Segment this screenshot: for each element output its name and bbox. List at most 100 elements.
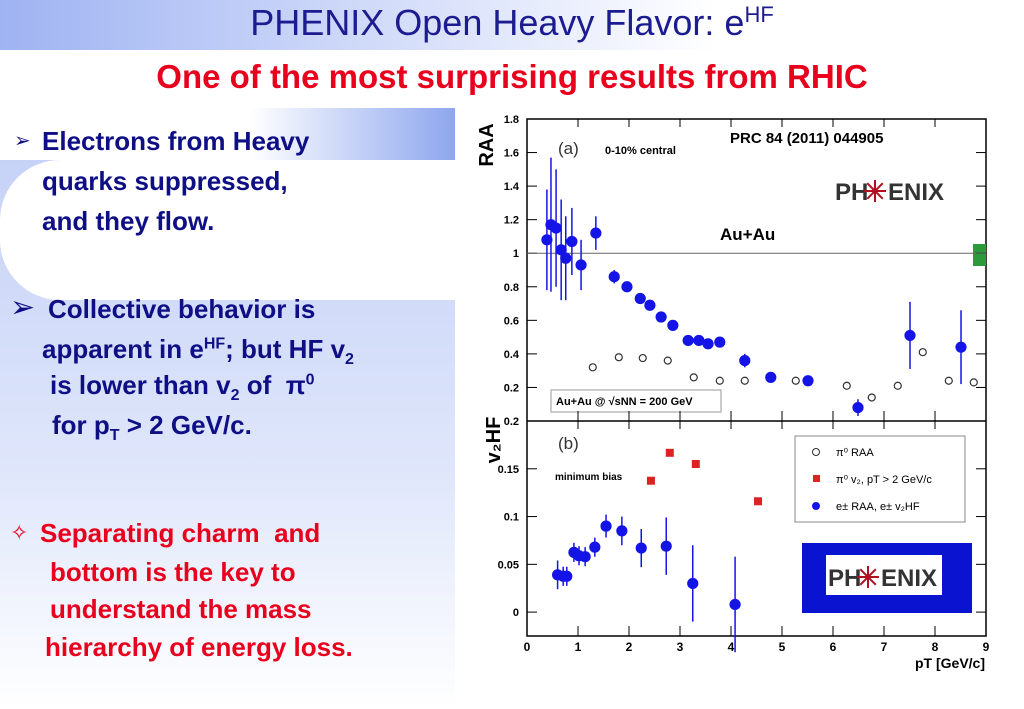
subscript: 2: [230, 387, 240, 405]
logo-star: [859, 576, 869, 586]
panel-highlight: [0, 160, 455, 300]
point: [893, 381, 902, 390]
logo-star: [867, 576, 877, 586]
text: Electrons from Heavy: [42, 126, 310, 156]
panel-label: (a): [558, 139, 579, 158]
bullet-line: is lower than v2 of π0: [50, 370, 315, 405]
point: [635, 542, 647, 554]
bullet-line: bottom is the key to: [50, 557, 296, 588]
legend-label: π⁰ RAA: [836, 447, 874, 459]
logo-star: [866, 190, 876, 200]
point: [560, 252, 572, 264]
bullet-line: hierarchy of energy loss.: [45, 632, 353, 663]
y-tick-label: 0.05: [498, 559, 519, 571]
subscript: T: [109, 427, 120, 445]
point: [590, 227, 602, 239]
x-tick-label: 3: [677, 640, 684, 654]
x-tick-label: 0: [524, 640, 531, 654]
logo-star: [874, 190, 884, 200]
point: [955, 341, 967, 353]
point: [644, 299, 656, 311]
plot-frame: [526, 118, 987, 637]
text: hierarchy of energy loss.: [45, 632, 353, 662]
point: [646, 476, 655, 485]
legend-box: [794, 435, 966, 523]
point: [729, 598, 741, 611]
point: [802, 375, 814, 387]
y-axis-title: RAA: [476, 123, 498, 166]
logo-star: [859, 568, 869, 578]
point: [561, 570, 573, 582]
point: [702, 338, 714, 350]
y-tick-label: 0.8: [504, 282, 519, 294]
annotation: Au+Au: [720, 225, 775, 244]
point: [579, 551, 591, 563]
text: and they flow.: [42, 206, 215, 236]
logo-inner: [826, 555, 942, 595]
annotation: PRC 84 (2011) 044905: [730, 130, 883, 147]
y-tick-label: 1.2: [504, 215, 519, 227]
point: [791, 376, 800, 385]
point: [918, 348, 927, 357]
point: [765, 371, 777, 383]
point: [842, 381, 851, 390]
logo-star: [866, 182, 876, 192]
point: [541, 234, 553, 246]
y-tick-label: 1.4: [504, 181, 520, 193]
x-tick-label: 9: [983, 640, 990, 654]
text: apparent in e: [42, 334, 204, 364]
y-tick-label: 1: [513, 248, 519, 260]
point: [588, 363, 597, 372]
point: [714, 336, 726, 348]
logo-star: [874, 182, 884, 192]
x-tick-label: 5: [779, 640, 786, 654]
text: for p: [52, 410, 110, 440]
logo-star: [867, 568, 877, 578]
text: bottom is the key to: [50, 557, 296, 587]
text: ; but HF v: [225, 334, 346, 364]
point: [665, 448, 674, 457]
norm-box: [973, 244, 986, 266]
point: [867, 393, 876, 402]
y-tick-label: 0.4: [504, 349, 520, 361]
point: [944, 376, 953, 385]
point: [600, 520, 612, 532]
logo-text: PH: [835, 179, 868, 206]
y-tick-label: 0: [513, 607, 519, 619]
point: [566, 235, 578, 248]
title-text: PHENIX Open Heavy Flavor: e: [250, 2, 745, 43]
y-tick-label: 0.1: [504, 512, 519, 524]
text: quarks suppressed,: [42, 166, 288, 196]
point: [575, 259, 587, 271]
annotation: Au+Au @ √sNN = 200 GeV: [556, 396, 693, 408]
bullet-line: and they flow.: [42, 206, 214, 237]
text: of π: [239, 370, 306, 400]
point: [693, 334, 705, 347]
point: [687, 577, 699, 590]
point: [739, 355, 751, 367]
bullet-line: quarks suppressed,: [42, 166, 288, 197]
logo-text: ENIX: [888, 179, 944, 206]
legend-label: e± RAA, e± v₂HF: [836, 501, 920, 513]
point: [689, 373, 698, 382]
point: [621, 281, 633, 293]
point: [550, 222, 562, 234]
y-tick-label: 1.8: [504, 114, 519, 126]
text: understand the mass: [50, 594, 312, 624]
x-axis-title: pT [GeV/c]: [915, 655, 985, 671]
bullet-marker: ✧: [10, 520, 29, 545]
title-sup: HF: [744, 2, 774, 27]
legend-label: π⁰ v₂, pT > 2 GeV/c: [836, 474, 932, 486]
panel-label: (b): [558, 434, 579, 453]
legend-marker: [812, 448, 820, 456]
point: [754, 497, 763, 506]
subscript: 2: [345, 351, 354, 369]
point: [969, 378, 978, 387]
x-tick-label: 4: [728, 640, 735, 654]
point: [740, 376, 749, 385]
y-axis-title: v₂HF: [483, 417, 505, 464]
x-tick-label: 8: [932, 640, 939, 654]
title-bar: [0, 0, 1024, 50]
point: [614, 353, 623, 362]
